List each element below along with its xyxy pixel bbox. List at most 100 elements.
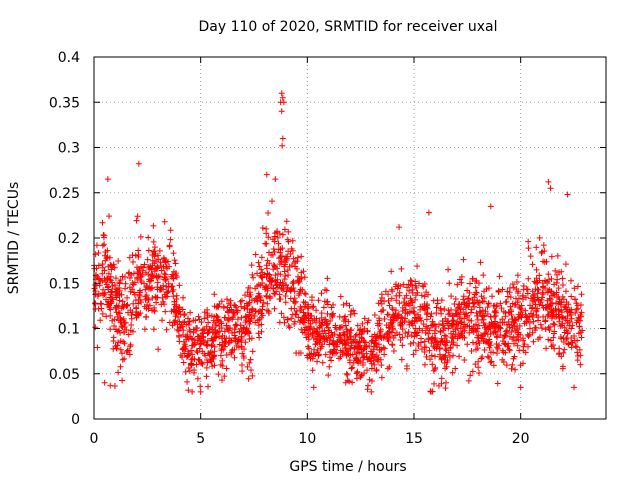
data-point: [120, 320, 127, 327]
data-point: [219, 357, 226, 364]
data-point: [119, 356, 126, 363]
y-axis-ticks: 0 0.05 0.1 0.15 0.2 0.25 0.3 0.35 0.4: [49, 50, 606, 428]
data-point: [564, 317, 571, 324]
data-point: [425, 209, 432, 216]
y-tick-label: 0.3: [58, 141, 80, 157]
data-point: [106, 213, 113, 220]
data-point: [346, 302, 353, 309]
data-point: [423, 304, 430, 311]
data-point: [345, 335, 352, 342]
data-point: [167, 227, 174, 234]
data-point: [481, 338, 488, 345]
y-tick-label: 0.1: [58, 322, 80, 338]
data-point: [400, 281, 407, 288]
data-point: [213, 304, 220, 311]
data-point: [387, 316, 394, 323]
data-point: [396, 331, 403, 338]
data-point: [322, 351, 329, 358]
data-point: [423, 316, 430, 323]
data-point: [246, 293, 253, 300]
data-point: [121, 355, 128, 362]
chart-title: Day 110 of 2020, SRMTID for receiver uxa…: [198, 19, 497, 35]
data-point: [364, 319, 371, 326]
data-point: [244, 302, 251, 309]
data-point: [512, 316, 519, 323]
data-point: [272, 176, 279, 183]
data-point: [431, 380, 438, 387]
data-point: [258, 328, 265, 335]
data-point: [396, 224, 403, 231]
data-point: [345, 318, 352, 325]
data-point: [377, 328, 384, 335]
data-point: [388, 295, 395, 302]
data-point: [346, 378, 353, 385]
data-point: [150, 248, 157, 255]
data-point: [531, 278, 538, 285]
data-point: [473, 340, 480, 347]
data-point: [203, 373, 210, 380]
data-point: [428, 388, 435, 395]
data-point: [571, 384, 577, 391]
data-point: [305, 331, 312, 338]
data-point: [295, 292, 302, 299]
data-point: [343, 350, 350, 357]
data-point: [326, 363, 333, 370]
data-point: [371, 339, 378, 346]
data-point: [480, 313, 487, 320]
data-point: [517, 362, 524, 369]
data-point: [574, 349, 581, 356]
data-point: [195, 356, 202, 363]
data-point: [427, 388, 434, 395]
data-point: [557, 301, 564, 308]
data-point: [538, 325, 545, 332]
data-point: [555, 285, 562, 292]
data-point: [438, 380, 445, 387]
grid-lines: [94, 57, 606, 419]
data-point: [148, 284, 155, 291]
data-point: [301, 290, 308, 297]
data-point: [412, 347, 419, 354]
data-point: [432, 364, 439, 371]
data-point: [418, 346, 425, 353]
data-point: [409, 282, 416, 289]
data-point: [120, 329, 127, 336]
data-point: [490, 329, 497, 336]
data-point: [259, 303, 266, 310]
data-point: [229, 346, 236, 353]
data-point: [545, 336, 552, 343]
data-point: [278, 285, 285, 292]
data-point: [414, 263, 421, 270]
data-point: [456, 313, 463, 320]
data-point: [288, 315, 295, 322]
data-point: [576, 346, 583, 353]
data-point: [255, 293, 262, 300]
data-point: [447, 344, 454, 351]
data-point: [561, 346, 568, 353]
data-point: [176, 333, 183, 340]
data-point: [421, 293, 428, 300]
data-point: [550, 320, 557, 327]
data-point: [145, 247, 152, 254]
data-point: [386, 363, 393, 370]
data-point: [307, 312, 314, 319]
data-point: [275, 240, 282, 247]
data-point: [202, 352, 209, 359]
data-point: [417, 303, 424, 310]
data-point: [351, 345, 358, 352]
data-point: [314, 329, 321, 336]
data-point: [247, 291, 254, 298]
data-point: [475, 322, 482, 329]
data-point: [514, 333, 521, 340]
data-point: [525, 275, 532, 282]
data-point: [534, 286, 541, 293]
data-point: [248, 367, 255, 374]
data-point: [155, 252, 161, 259]
data-point: [328, 357, 335, 364]
data-point: [567, 309, 574, 316]
data-point: [403, 362, 410, 369]
data-point: [265, 210, 272, 217]
data-point: [539, 248, 546, 255]
data-point: [481, 324, 488, 331]
data-point: [191, 367, 198, 374]
data-point: [224, 304, 231, 311]
